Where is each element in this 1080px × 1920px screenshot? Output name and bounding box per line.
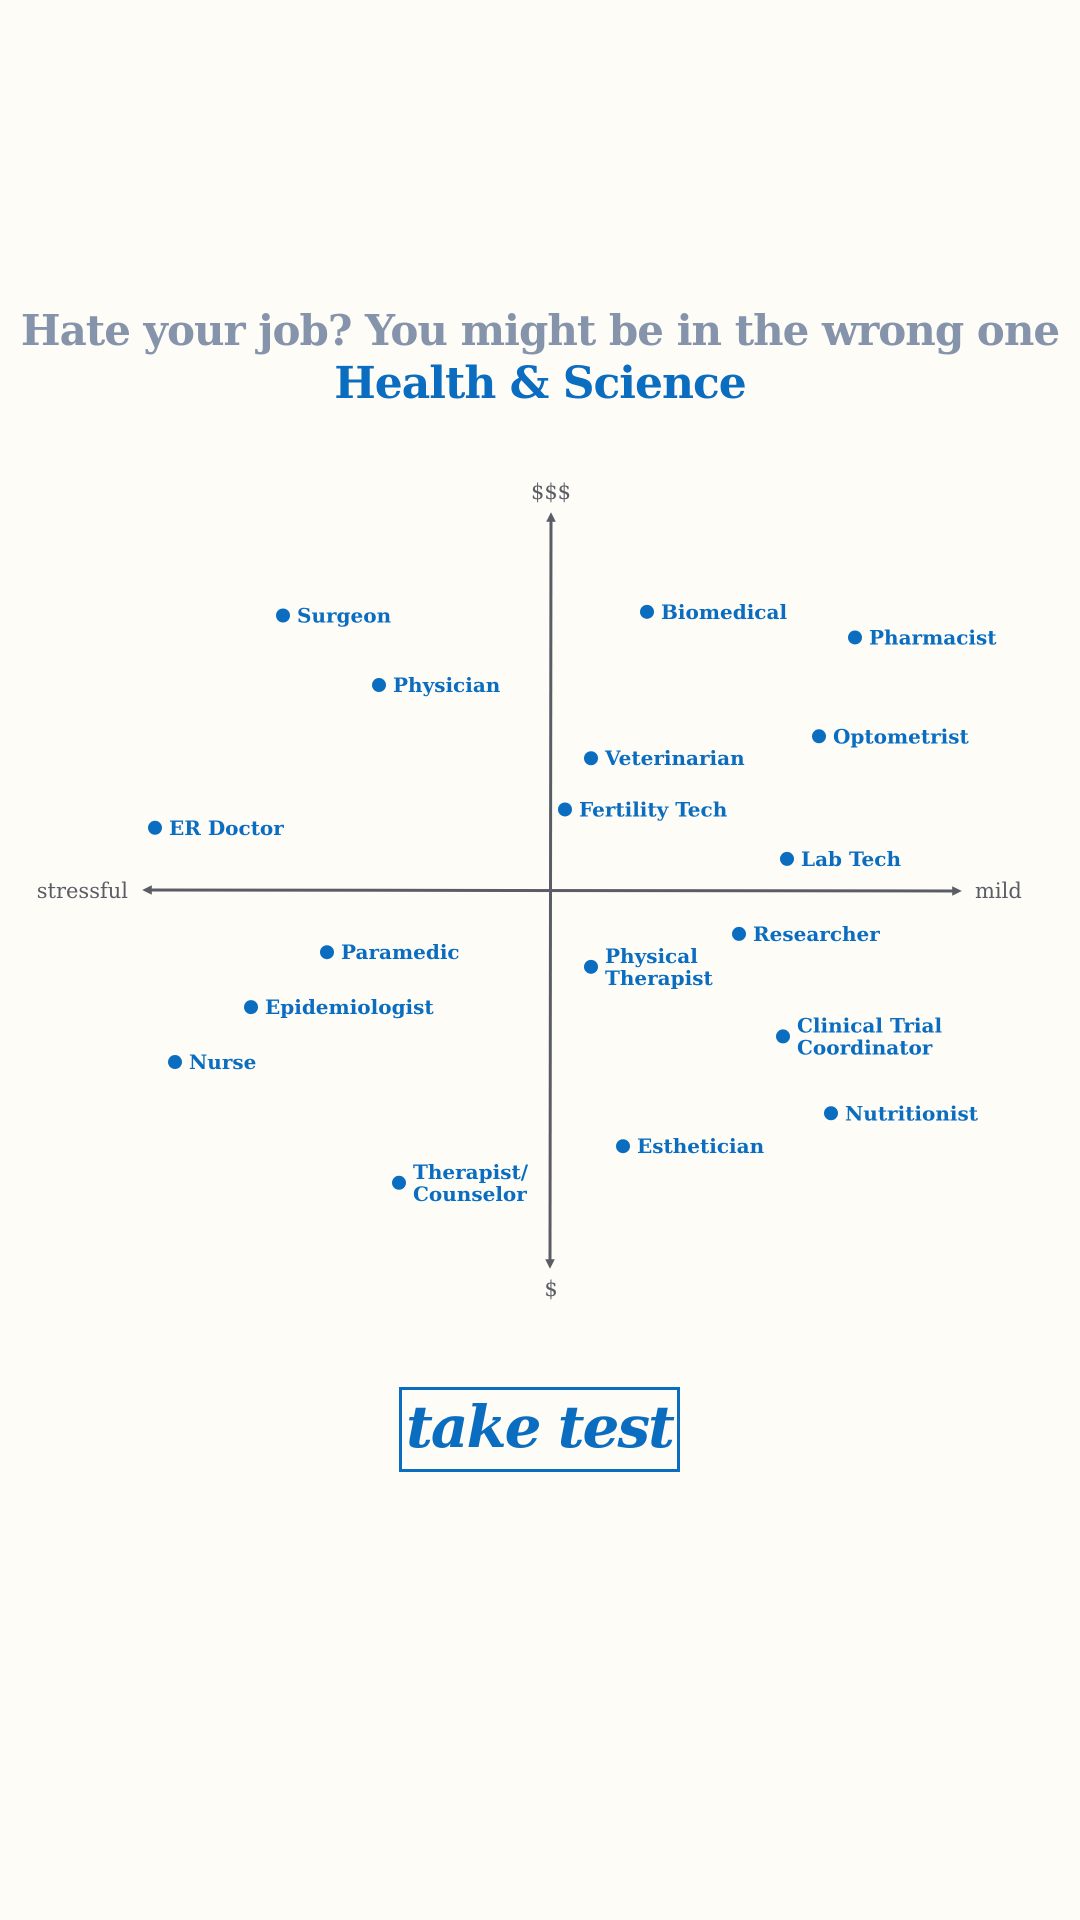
data-point-label: Nurse [189,1050,256,1074]
data-point-label: Esthetician [637,1134,765,1158]
data-point-label: Counselor [413,1182,527,1206]
y-axis-positive-label: $$$ [531,480,571,504]
data-point-dot [372,678,386,693]
data-point-label: Biomedical [661,600,787,624]
data-point-label: Pharmacist [869,625,997,649]
take-test-button[interactable]: take test [399,1387,680,1472]
data-point-dot [812,729,826,744]
x-axis-positive-label: mild [975,879,1022,903]
page-title: Hate your job? You might be in the wrong… [20,306,1060,355]
data-point-label: Veterinarian [604,746,745,770]
data-point-dot [148,820,162,835]
data-point-dot [392,1175,406,1190]
data-point-label: Coordinator [797,1035,933,1059]
data-point-label: Paramedic [341,940,460,964]
x-axis-negative-label: stressful [37,879,129,903]
data-point-dot [244,1000,258,1015]
category-subtitle: Health & Science [334,358,747,409]
data-point-dot [584,959,598,974]
data-point-dot [168,1055,182,1070]
data-point-label: Researcher [753,922,880,946]
data-point-label: Therapist [605,966,713,990]
data-point-label: Physical [605,944,698,968]
data-point-label: Fertility Tech [579,797,728,821]
data-point-dot [848,630,862,645]
data-point-dot [616,1139,630,1154]
data-point-dot [824,1106,838,1121]
data-point-label: Lab Tech [801,847,901,871]
data-point-label: Optometrist [833,724,970,748]
data-point-label: Epidemiologist [265,995,434,1019]
data-point-label: ER Doctor [169,816,284,840]
data-point-dot [276,608,290,623]
data-point-dot [732,926,746,941]
data-points: Surgeon Physician ER Doctor Biomedical Pharm… [148,600,997,1206]
data-point-dot [584,751,598,766]
data-point-label: Physician [393,673,501,697]
data-point-label: Therapist/ [413,1160,529,1184]
data-point-dot [558,802,572,817]
data-point-dot [320,945,334,960]
data-point-label: Surgeon [297,604,392,628]
y-axis-line [545,512,556,1269]
data-point-dot [776,1029,790,1044]
y-axis-negative-label: $ [544,1277,557,1301]
data-point-label: Clinical Trial [797,1013,942,1037]
data-point-dot [640,604,654,619]
data-point-dot [780,851,794,866]
data-point-label: Nutritionist [845,1101,979,1125]
